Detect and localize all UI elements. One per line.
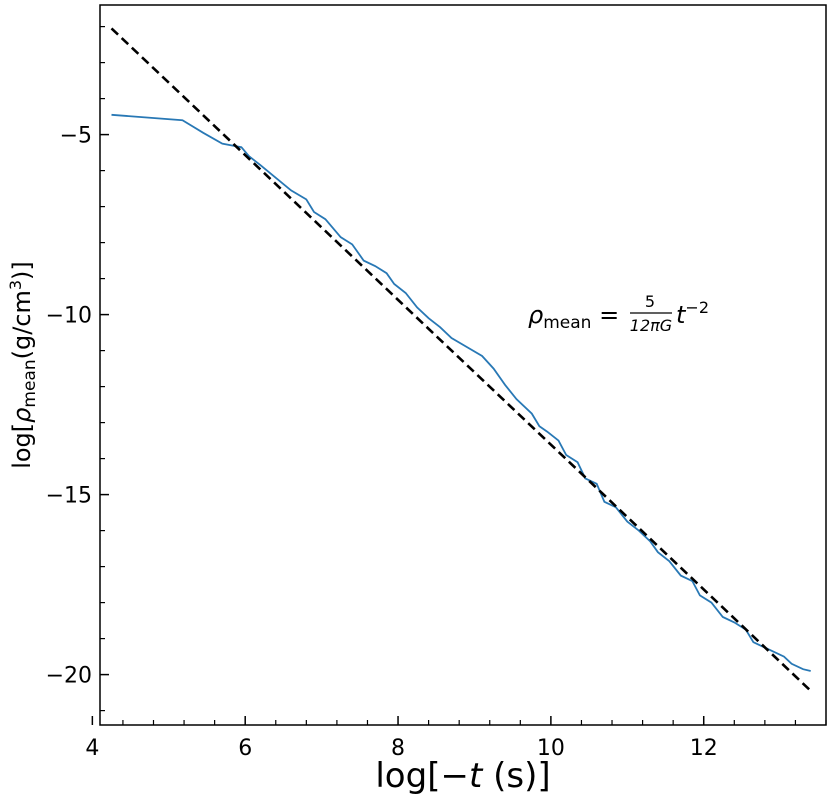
svg-text:5: 5 bbox=[645, 292, 655, 311]
ticks-layer: 4 6 8 10 12 −5 −10 −15 −20 bbox=[46, 26, 827, 761]
data-series-line bbox=[111, 113, 811, 672]
y-tick-label: −5 bbox=[60, 124, 92, 149]
x-tick-label: 8 bbox=[391, 736, 405, 761]
svg-text:12πG: 12πG bbox=[630, 316, 672, 335]
svg-text:t−2: t−2 bbox=[676, 298, 709, 329]
plot-frame bbox=[99, 4, 827, 726]
power-law-fit-line bbox=[110, 27, 812, 692]
x-tick-label: 10 bbox=[537, 736, 565, 761]
x-axis-label: log[−t (s)] bbox=[375, 756, 550, 796]
x-tick-label: 4 bbox=[85, 736, 99, 761]
svg-text:ρmean =: ρmean = bbox=[528, 301, 619, 333]
x-tick-label: 6 bbox=[238, 736, 252, 761]
y-tick-label: −15 bbox=[46, 484, 92, 509]
y-axis-label: log[ρmean(g/cm3)] bbox=[6, 261, 40, 469]
y-tick-label: −20 bbox=[46, 664, 92, 689]
x-tick-label: 12 bbox=[690, 736, 718, 761]
formula-annotation: ρmean = 5 12πG t−2 bbox=[528, 292, 709, 335]
y-tick-label: −10 bbox=[46, 304, 92, 329]
series-layer bbox=[110, 27, 812, 692]
